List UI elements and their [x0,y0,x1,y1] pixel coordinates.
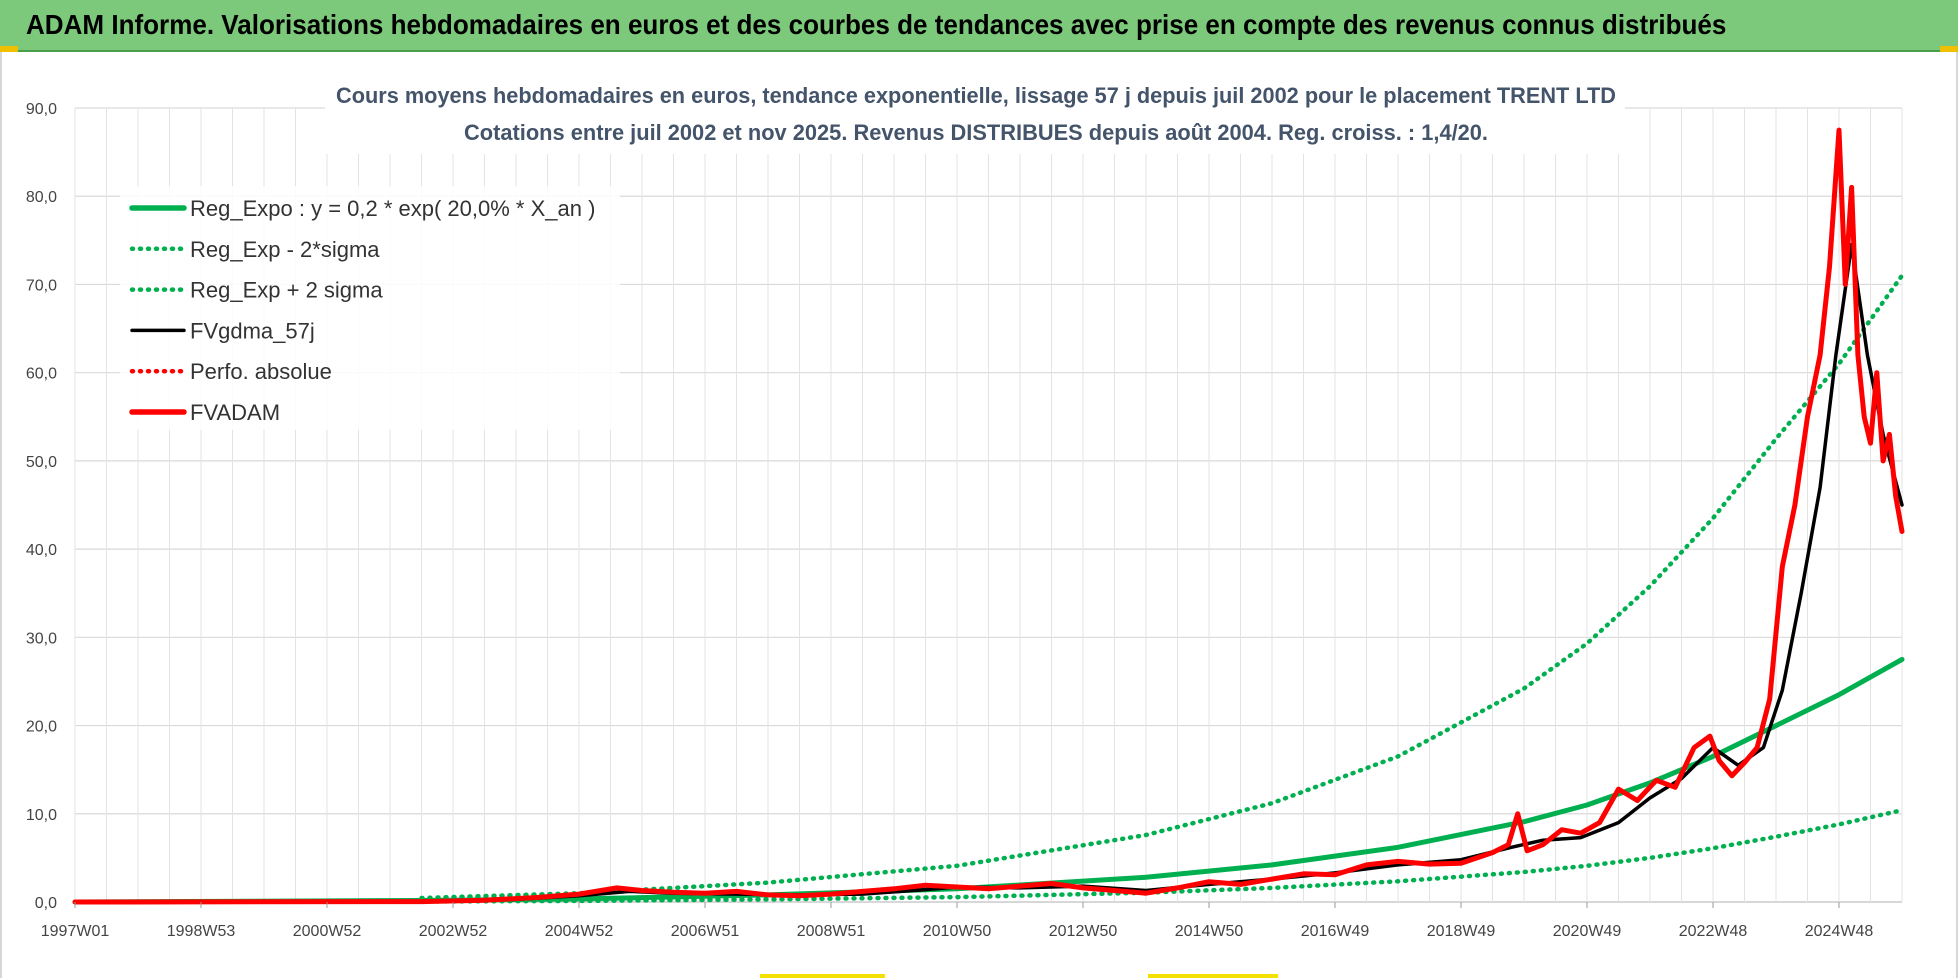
x-tick-label: 2022W48 [1679,923,1748,940]
x-tick-label: 2002W52 [419,923,488,940]
bottom-mark-2 [1148,974,1278,978]
chart-frame [0,52,1958,978]
legend-label: FVADAM [190,400,280,425]
legend-background [120,186,620,430]
chart-title: Cours moyens hebdomadaires en euros, ten… [336,83,1616,108]
legend-label: FVgdma_57j [190,318,315,343]
x-tick-label: 2014W50 [1175,923,1244,940]
x-tick-label: 2000W52 [293,923,362,940]
y-tick-label: 70,0 [26,277,57,294]
y-tick-label: 40,0 [26,542,57,559]
x-tick-label: 2006W51 [671,923,740,940]
y-tick-label: 60,0 [26,366,57,383]
legend-label: Reg_Exp - 2*sigma [190,237,380,262]
y-tick-label: 80,0 [26,189,57,206]
legend: Reg_Expo : y = 0,2 * exp( 20,0% * X_an )… [120,186,620,430]
corner-mark-right [1940,46,1958,52]
series-line-0 [72,656,1905,905]
x-tick-label: 2008W51 [797,923,866,940]
series-line-2 [419,273,1905,901]
y-tick-label: 90,0 [26,101,57,118]
legend-label: Perfo. absolue [190,359,332,384]
x-tick-label: 2018W49 [1427,923,1496,940]
chart-subtitle: Cotations entre juil 2002 et nov 2025. R… [464,120,1488,145]
report-banner: ADAM Informe. Valorisations hebdomadaire… [0,0,1958,52]
x-tick-label: 2016W49 [1301,923,1370,940]
series-line-5 [72,127,1905,905]
y-tick-label: 0,0 [35,895,57,912]
y-tick-label: 10,0 [26,807,57,824]
series-line-1 [419,807,1905,904]
legend-label: Reg_Exp + 2 sigma [190,278,383,303]
x-tick-label: 2010W50 [923,923,992,940]
bottom-mark-1 [760,974,885,978]
report-title: ADAM Informe. Valorisations hebdomadaire… [26,9,1727,40]
x-tick-label: 2012W50 [1049,923,1118,940]
x-tick-label: 2020W49 [1553,923,1622,940]
axis-labels: 0,0 10,0 20,0 30,0 40,0 50,0 60,0 70,0 80,0 90,0 1… [26,101,1873,940]
y-tick-label: 50,0 [26,454,57,471]
legend-label: Reg_Expo : y = 0,2 * exp( 20,0% * X_an ) [190,196,595,221]
x-tick-label: 1997W01 [41,923,110,940]
corner-mark-left [0,46,18,52]
x-tick-label: 2004W52 [545,923,614,940]
x-tick-label: 2024W48 [1805,923,1874,940]
y-tick-label: 30,0 [26,630,57,647]
title-box [325,76,1625,154]
x-tick-label: 1998W53 [167,923,236,940]
y-tick-label: 20,0 [26,719,57,736]
series-group [72,127,1905,905]
